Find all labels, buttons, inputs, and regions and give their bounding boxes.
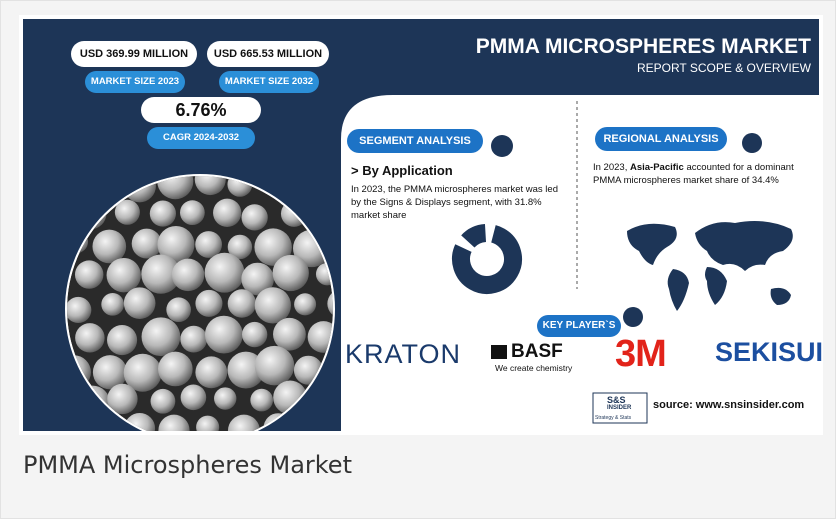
sphere bbox=[195, 290, 222, 317]
player-icon bbox=[623, 307, 643, 327]
basf-mark bbox=[491, 345, 507, 359]
infographic: USD 369.99 MILLION MARKET SIZE 2023 USD … bbox=[19, 15, 823, 435]
sphere bbox=[107, 258, 141, 292]
region-icon bbox=[742, 133, 762, 153]
player-logo: KRATON bbox=[345, 339, 461, 370]
stat-value: 6.76% bbox=[141, 97, 261, 123]
sphere bbox=[172, 259, 205, 292]
sphere bbox=[65, 297, 91, 323]
sphere bbox=[255, 287, 291, 323]
sphere bbox=[180, 326, 207, 353]
player-logo: 3M bbox=[615, 333, 666, 376]
regional-text: In 2023, Asia-Pacific accounted for a do… bbox=[593, 161, 813, 187]
sphere bbox=[205, 316, 243, 354]
sphere bbox=[180, 200, 205, 225]
sphere bbox=[214, 387, 236, 409]
sphere bbox=[195, 231, 222, 258]
player-logo: BASF bbox=[511, 341, 563, 363]
regional-heading: REGIONAL ANALYSIS bbox=[595, 127, 727, 151]
players-heading: KEY PLAYER`S bbox=[537, 315, 621, 337]
segment-icon bbox=[491, 135, 513, 157]
stat-value: USD 369.99 MILLION bbox=[71, 41, 197, 67]
sphere bbox=[250, 389, 273, 412]
sphere bbox=[158, 352, 193, 387]
sphere bbox=[75, 323, 104, 352]
player-tagline: We create chemistry bbox=[495, 363, 572, 373]
segment-text: In 2023, the PMMA microspheres market wa… bbox=[351, 183, 569, 222]
sphere bbox=[107, 325, 137, 355]
stat-label: CAGR 2024-2032 bbox=[147, 127, 255, 149]
caption: PMMA Microspheres Market bbox=[23, 451, 352, 479]
source: source: www.snsinsider.com bbox=[653, 399, 804, 411]
highlight: Asia-Pacific bbox=[630, 162, 684, 173]
sphere bbox=[205, 253, 245, 293]
sphere bbox=[241, 204, 267, 230]
sphere bbox=[151, 389, 176, 414]
sphere bbox=[228, 289, 256, 317]
stat-label: MARKET SIZE 2032 bbox=[219, 71, 319, 93]
logo-text: S&S bbox=[607, 395, 626, 405]
sphere bbox=[213, 199, 241, 227]
sphere bbox=[273, 318, 306, 351]
sphere bbox=[75, 260, 103, 288]
title: PMMA MICROSPHERES MARKET bbox=[476, 35, 811, 59]
sphere bbox=[273, 255, 309, 291]
stat-label: MARKET SIZE 2023 bbox=[85, 71, 185, 93]
page: USD 369.99 MILLION MARKET SIZE 2023 USD … bbox=[0, 0, 836, 519]
sphere bbox=[255, 346, 295, 386]
segment-subheading: > By Application bbox=[351, 163, 453, 178]
logo-tagline: Strategy & Stats bbox=[595, 415, 631, 421]
sphere bbox=[150, 200, 176, 226]
sphere bbox=[294, 293, 316, 315]
subtitle: REPORT SCOPE & OVERVIEW bbox=[637, 61, 811, 75]
sphere bbox=[142, 317, 181, 356]
sphere bbox=[132, 229, 162, 259]
player-logo: SEKISUI bbox=[715, 337, 823, 368]
sphere bbox=[181, 385, 207, 411]
sphere bbox=[195, 356, 227, 388]
sphere bbox=[124, 287, 156, 319]
sphere bbox=[166, 297, 191, 322]
text: In 2023, bbox=[593, 162, 630, 173]
segment-heading: SEGMENT ANALYSIS bbox=[347, 129, 483, 153]
stat-value: USD 665.53 MILLION bbox=[207, 41, 329, 67]
sphere bbox=[101, 293, 124, 316]
logo-text: INSIDER bbox=[607, 405, 631, 411]
sphere bbox=[242, 322, 267, 347]
